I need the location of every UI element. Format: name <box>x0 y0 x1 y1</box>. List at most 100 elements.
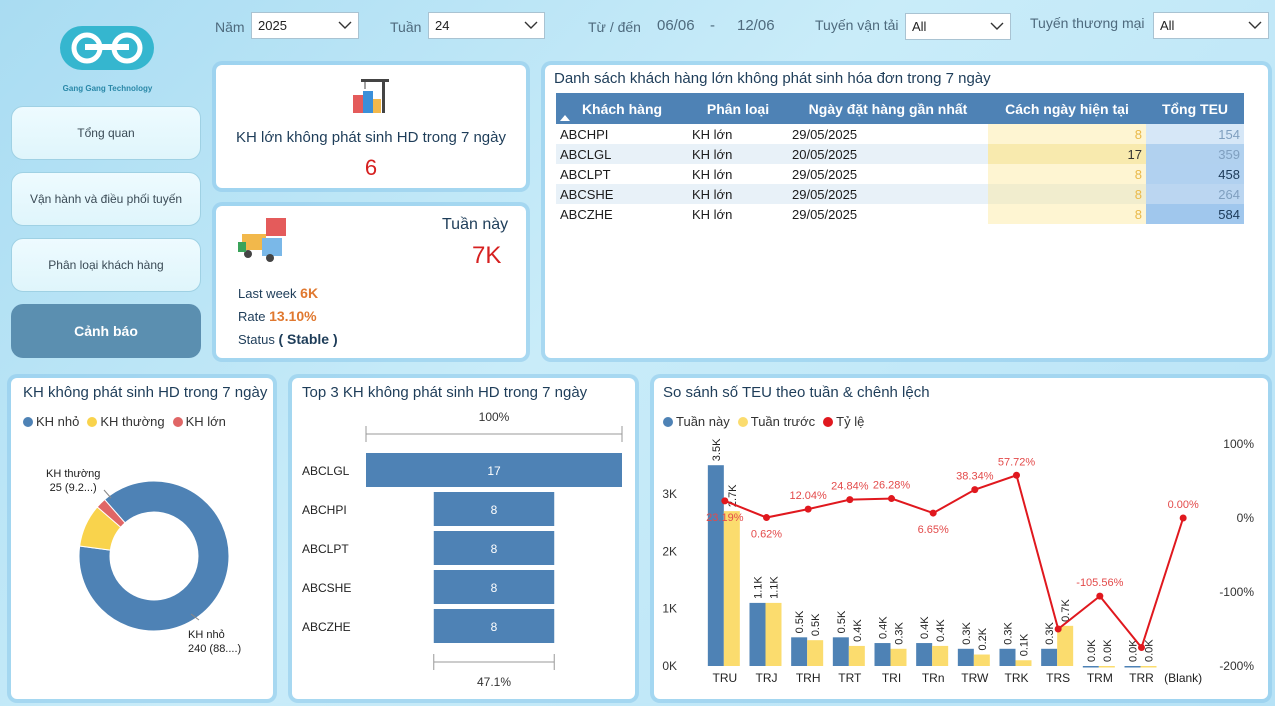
bar-last-week-label: 0.0K <box>1102 639 1114 662</box>
ratio-point <box>971 486 979 494</box>
table-row[interactable]: ABCLPT KH lớn 29/05/2025 8 458 <box>556 164 1244 184</box>
year-label: Năm <box>215 19 245 35</box>
legend-last-week[interactable]: Tuần trước <box>737 414 815 429</box>
chevron-down-icon <box>338 21 352 29</box>
cell-days-since: 8 <box>988 204 1146 224</box>
ratio-point <box>1138 644 1145 651</box>
bar-this-week-label: 0.3K <box>1044 621 1056 644</box>
legend-small[interactable]: KH nhỏ <box>23 414 79 429</box>
x-tick-label: TRM <box>1087 671 1113 685</box>
donut-card: KH không phát sinh HD trong 7 ngày KH nh… <box>11 378 273 699</box>
ratio-point <box>804 505 812 513</box>
col-header-days-since[interactable]: Cách ngày hiện tại <box>988 93 1146 124</box>
bottom-pct-label: 47.1% <box>477 675 511 689</box>
cell-days-since: 8 <box>988 124 1146 144</box>
nav-alert-button[interactable]: Cảnh báo <box>11 304 201 358</box>
kpi-big-value: 6 <box>364 155 378 180</box>
bar-this-week-label: 0.0K <box>1128 639 1140 662</box>
bar-last-week-label: 1.1K <box>769 576 781 599</box>
table-row[interactable]: ABCZHE KH lớn 29/05/2025 8 584 <box>556 204 1244 224</box>
date-from[interactable]: 06/06 <box>657 17 695 34</box>
bar-last-week <box>765 602 782 666</box>
bar-last-week-label: 0.4K <box>935 619 947 642</box>
x-tick-label: TRn <box>922 671 945 685</box>
last-week-value: 6K <box>300 285 319 301</box>
table-title: Danh sách khách hàng lớn không phát sinh… <box>554 70 991 87</box>
x-tick-label: TRU <box>712 671 737 685</box>
nav-customer-class-button[interactable]: Phân loại khách hàng <box>11 238 201 292</box>
legend-normal[interactable]: KH thường <box>87 414 165 429</box>
col-header-last-order[interactable]: Ngày đặt hàng gần nhất <box>788 93 988 124</box>
donut-label-normal: KH thường 25 (9.2...) <box>46 468 101 494</box>
big-customer-table-card: Danh sách khách hàng lớn không phát sinh… <box>545 65 1268 358</box>
cell-days-since: 8 <box>988 184 1146 204</box>
week-title: Tuần này <box>442 216 509 233</box>
table-row[interactable]: ABCLGL KH lớn 20/05/2025 17 359 <box>556 144 1244 164</box>
dot-icon <box>663 417 673 427</box>
date-to[interactable]: 12/06 <box>737 17 775 34</box>
cell-total-teu: 264 <box>1146 184 1244 204</box>
chevron-down-icon <box>524 21 538 29</box>
dot-icon <box>172 417 183 427</box>
legend-ratio[interactable]: Tỷ lệ <box>823 414 864 429</box>
top3-funnel-chart: 100% 17 ABCLGL 8 ABCHPI 8 ABCLPT 8 ABCSHE 8 ABCZHE… <box>302 410 623 689</box>
cell-class: KH lớn <box>692 186 733 202</box>
bar-last-week-label: 0.7K <box>1060 599 1072 622</box>
y2-tick-label: -100% <box>1219 585 1254 599</box>
bar-last-week <box>1015 660 1032 666</box>
donut-title: KH không phát sinh HD trong 7 ngày <box>23 384 268 401</box>
cell-class: KH lớn <box>692 146 733 162</box>
cell-customer: ABCSHE <box>560 186 614 202</box>
funnel-category-label: ABCLPT <box>302 542 349 556</box>
kpi-week-card: Tuần này 7K Last week 6K Rate 13.10% Sta… <box>216 206 526 358</box>
trade-dropdown[interactable]: All <box>1153 12 1269 39</box>
ratio-point <box>929 509 937 517</box>
logo-icon <box>60 26 154 70</box>
chevron-down-icon <box>1248 21 1262 29</box>
legend-big[interactable]: KH lớn <box>172 414 226 429</box>
table-row[interactable]: ABCSHE KH lớn 29/05/2025 8 264 <box>556 184 1244 204</box>
status-value: ( Stable ) <box>278 331 338 347</box>
ratio-label: 23.19% <box>706 512 744 524</box>
ratio-line <box>724 473 1185 650</box>
bar-last-week-label: 0.3K <box>894 621 906 644</box>
bar-last-week <box>723 511 740 666</box>
bar-last-week <box>1140 666 1157 668</box>
year-dropdown[interactable]: 2025 <box>251 12 359 39</box>
funnel-value-label: 17 <box>487 464 501 478</box>
col-header-class[interactable]: Phân loại <box>688 93 788 124</box>
donut-legend: KH nhỏ KH thường KH lớn <box>23 414 226 429</box>
funnel-category-label: ABCLGL <box>302 464 350 478</box>
bar-this-week <box>1082 666 1099 668</box>
bar-last-week-label: 2.7K <box>727 484 739 507</box>
route-dropdown[interactable]: All <box>905 13 1011 40</box>
cell-last-order: 20/05/2025 <box>792 146 858 162</box>
legend-this-week[interactable]: Tuần này <box>663 414 730 429</box>
col-header-customer[interactable]: Khách hàng <box>556 93 688 124</box>
bar-this-week <box>791 637 808 666</box>
bar-this-week-label: 0.3K <box>1003 621 1015 644</box>
ratio-label: 24.84% <box>831 481 869 493</box>
table-row[interactable]: ABCHPI KH lớn 29/05/2025 8 154 <box>556 124 1244 144</box>
week-dropdown[interactable]: 24 <box>428 12 545 39</box>
trade-label: Tuyến thương mại <box>1030 15 1145 31</box>
week-label: Tuần <box>390 19 422 35</box>
bar-this-week-label: 0.0K <box>1086 639 1098 662</box>
col-header-total-teu[interactable]: Tổng TEU <box>1146 93 1244 124</box>
delivery-trucks-icon <box>238 218 286 262</box>
funnel-value-label: 8 <box>491 503 498 517</box>
bar-last-week <box>1098 666 1115 668</box>
construction-crane-icon <box>353 79 389 113</box>
last-week-row: Last week 6K <box>238 285 318 301</box>
rate-row: Rate 13.10% <box>238 308 317 324</box>
nav-operations-button[interactable]: Vận hành và điều phối tuyến <box>11 172 201 226</box>
nav-overview-button[interactable]: Tổng quan <box>11 106 201 160</box>
trade-value: All <box>1160 18 1175 33</box>
cell-total-teu: 584 <box>1146 204 1244 224</box>
dot-icon <box>87 417 98 427</box>
dot-icon <box>737 417 748 427</box>
bar-last-week <box>890 648 907 666</box>
x-tick-label: TRR <box>1129 671 1154 685</box>
bar-this-week-label: 0.5K <box>794 610 806 633</box>
bar-this-week <box>874 643 891 666</box>
